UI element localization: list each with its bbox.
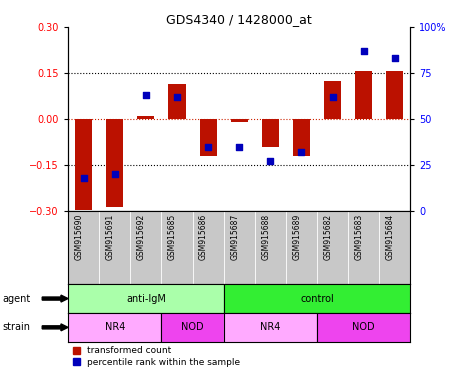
Point [360,48,367,54]
Bar [224,313,317,342]
Point [173,94,181,100]
Bar [68,313,161,342]
Text: NR4: NR4 [105,322,125,333]
Bar [75,119,92,210]
Bar [168,84,186,119]
Text: NOD: NOD [181,322,204,333]
Text: NR4: NR4 [260,322,280,333]
Bar [355,71,372,119]
Bar [293,119,310,156]
Point [80,175,87,181]
Text: anti-IgM: anti-IgM [126,293,166,304]
Text: GSM915690: GSM915690 [75,214,83,260]
Bar [386,71,403,119]
Bar [137,116,154,119]
Text: GSM915683: GSM915683 [355,214,363,260]
Bar [317,313,410,342]
Point [298,149,305,155]
Point [142,92,150,98]
Point [204,144,212,150]
Bar [161,313,224,342]
Text: GSM915686: GSM915686 [199,214,208,260]
Point [329,94,336,100]
Bar [68,284,224,313]
Text: NOD: NOD [352,322,375,333]
Bar [224,284,410,313]
Text: GSM915689: GSM915689 [293,214,302,260]
Text: GSM915682: GSM915682 [324,214,333,260]
Text: GSM915687: GSM915687 [230,214,239,260]
Text: GSM915684: GSM915684 [386,214,395,260]
Text: strain: strain [2,322,30,333]
Text: GSM915691: GSM915691 [106,214,115,260]
Bar [199,119,217,156]
Title: GDS4340 / 1428000_at: GDS4340 / 1428000_at [166,13,312,26]
Bar [324,81,341,119]
Bar [231,119,248,122]
Text: control: control [300,293,334,304]
Point [111,171,119,177]
Text: agent: agent [2,293,30,304]
Legend: transformed count, percentile rank within the sample: transformed count, percentile rank withi… [73,346,240,367]
Bar [262,119,279,147]
Point [235,144,243,150]
Text: GSM915688: GSM915688 [261,214,270,260]
Bar [106,119,123,207]
Point [391,55,399,61]
Text: GSM915692: GSM915692 [137,214,146,260]
Text: GSM915685: GSM915685 [168,214,177,260]
Point [266,158,274,164]
